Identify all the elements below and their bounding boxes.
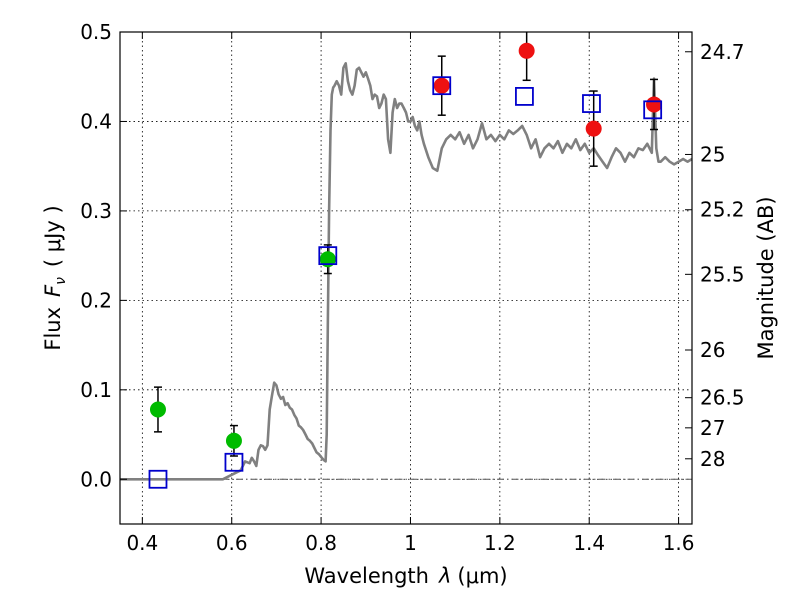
data-point xyxy=(585,120,602,137)
y-tick-label: 0.2 xyxy=(80,288,112,312)
y-axis-label-subscript: ν xyxy=(53,277,69,285)
y-tick-label: 0.4 xyxy=(80,109,112,133)
y-tick-label: 0.1 xyxy=(80,378,112,402)
y2-tick-label: 25.2 xyxy=(700,198,745,222)
model-point xyxy=(432,76,452,96)
model-point xyxy=(582,94,601,113)
x-tick-label: 1.6 xyxy=(663,531,695,555)
spectrum-line xyxy=(120,61,692,481)
x-axis-label: Wavelength λ (μm) xyxy=(304,564,507,588)
y-axis-label-symbol: F xyxy=(41,284,65,297)
plot-frame xyxy=(119,31,693,525)
x-tick-label: 1 xyxy=(404,531,417,555)
y2-tick-label: 27 xyxy=(700,416,725,440)
axis-ticks: 0.4 0.6 0.8 1 1.2 1.4 1.6 0.0 0.1 0.2 0.3 0.4 0.5 24.… xyxy=(80,20,744,555)
y-tick-label: 0.5 xyxy=(80,20,112,44)
x-tick-label: 1.4 xyxy=(573,531,605,555)
y-axis-label-unit: ( μJy ) xyxy=(41,205,65,267)
x-axis-label-text: Wavelength xyxy=(304,564,429,588)
data-point xyxy=(149,401,166,418)
y-axis-label: Flux Fν ( μJy ) xyxy=(41,205,69,350)
x-axis-label-unit: (μm) xyxy=(457,564,507,588)
y2-tick-label: 24.7 xyxy=(700,40,745,64)
secondary-y-axis-label: Magnitude (AB) xyxy=(754,196,778,359)
x-tick-label: 1.2 xyxy=(484,531,516,555)
model-point xyxy=(148,469,168,489)
data-point xyxy=(433,77,450,94)
model-point xyxy=(318,246,338,266)
data-point xyxy=(518,42,535,59)
y2-tick-label: 26 xyxy=(700,338,725,362)
y2-tick-label: 25 xyxy=(700,142,725,166)
x-tick-label: 0.8 xyxy=(305,531,337,555)
data-point xyxy=(646,96,663,113)
x-tick-label: 0.6 xyxy=(216,531,248,555)
y2-tick-label: 26.5 xyxy=(700,386,745,410)
y-tick-label: 0.0 xyxy=(80,467,112,491)
x-tick-label: 0.4 xyxy=(126,531,158,555)
y-axis-label-text: Flux xyxy=(41,307,65,351)
y2-tick-label: 25.5 xyxy=(700,262,745,286)
y-tick-label: 0.3 xyxy=(80,199,112,223)
y2-tick-label: 28 xyxy=(700,447,725,471)
model-point xyxy=(224,452,244,472)
model-point xyxy=(643,100,663,120)
data-point xyxy=(225,432,242,449)
data-point xyxy=(319,251,336,268)
model-point xyxy=(515,87,534,106)
x-axis-label-symbol: λ xyxy=(438,564,451,588)
plot-series xyxy=(120,32,692,489)
